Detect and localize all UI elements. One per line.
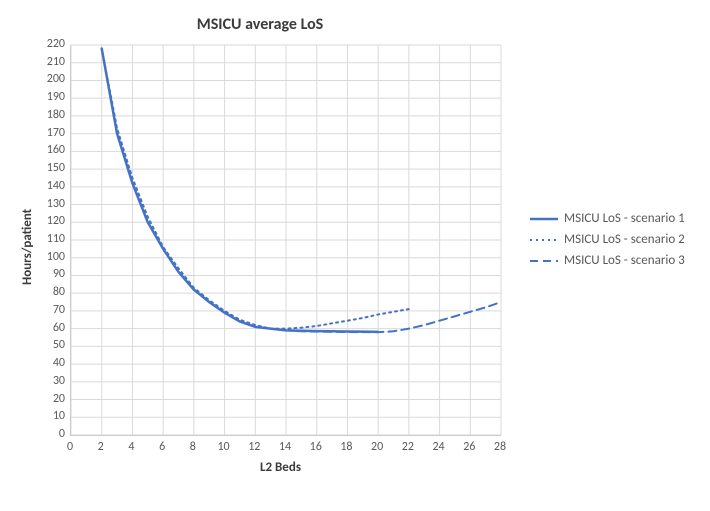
y-tick-label: 160: [35, 143, 65, 157]
y-tick-label: 180: [35, 108, 65, 122]
y-tick-label: 40: [35, 356, 65, 370]
x-tick-label: 18: [334, 440, 358, 454]
y-tick-label: 90: [35, 267, 65, 281]
x-tick-label: 22: [396, 440, 420, 454]
x-tick-label: 28: [488, 440, 512, 454]
x-tick-label: 16: [304, 440, 328, 454]
legend-item: MSICU LoS - scenario 3: [530, 253, 685, 268]
y-axis-label: Hours/patient: [20, 209, 35, 285]
y-tick-label: 210: [35, 55, 65, 69]
y-tick-label: 130: [35, 197, 65, 211]
x-tick-label: 10: [212, 440, 236, 454]
x-tick-label: 6: [150, 440, 174, 454]
y-tick-label: 0: [35, 427, 65, 441]
y-tick-label: 80: [35, 285, 65, 299]
y-tick-label: 150: [35, 161, 65, 175]
legend-item: MSICU LoS - scenario 1: [530, 211, 685, 226]
legend-label: MSICU LoS - scenario 2: [564, 232, 685, 247]
x-tick-label: 4: [119, 440, 143, 454]
x-tick-label: 8: [181, 440, 205, 454]
legend-label: MSICU LoS - scenario 1: [564, 211, 685, 226]
chart-title: MSICU average LoS: [0, 15, 520, 34]
y-tick-label: 20: [35, 392, 65, 406]
y-tick-label: 170: [35, 126, 65, 140]
y-tick-label: 190: [35, 90, 65, 104]
y-tick-label: 70: [35, 303, 65, 317]
series-line: [102, 49, 501, 333]
legend: MSICU LoS - scenario 1 MSICU LoS - scenar…: [530, 205, 685, 274]
y-tick-label: 50: [35, 338, 65, 352]
y-tick-label: 30: [35, 374, 65, 388]
plot-area: [70, 45, 501, 436]
legend-item: MSICU LoS - scenario 2: [530, 232, 685, 247]
y-tick-label: 100: [35, 250, 65, 264]
y-tick-label: 120: [35, 214, 65, 228]
y-tick-label: 110: [35, 232, 65, 246]
y-tick-label: 10: [35, 409, 65, 423]
y-tick-label: 200: [35, 72, 65, 86]
x-tick-label: 20: [365, 440, 389, 454]
x-tick-label: 12: [242, 440, 266, 454]
x-axis-label: L2 Beds: [260, 460, 301, 475]
x-tick-label: 0: [58, 440, 82, 454]
y-tick-label: 60: [35, 321, 65, 335]
y-tick-label: 140: [35, 179, 65, 193]
x-tick-label: 14: [273, 440, 297, 454]
series-line: [102, 49, 378, 332]
x-tick-label: 2: [89, 440, 113, 454]
y-tick-label: 220: [35, 37, 65, 51]
legend-label: MSICU LoS - scenario 3: [564, 253, 685, 268]
x-tick-label: 26: [457, 440, 481, 454]
x-tick-label: 24: [427, 440, 451, 454]
